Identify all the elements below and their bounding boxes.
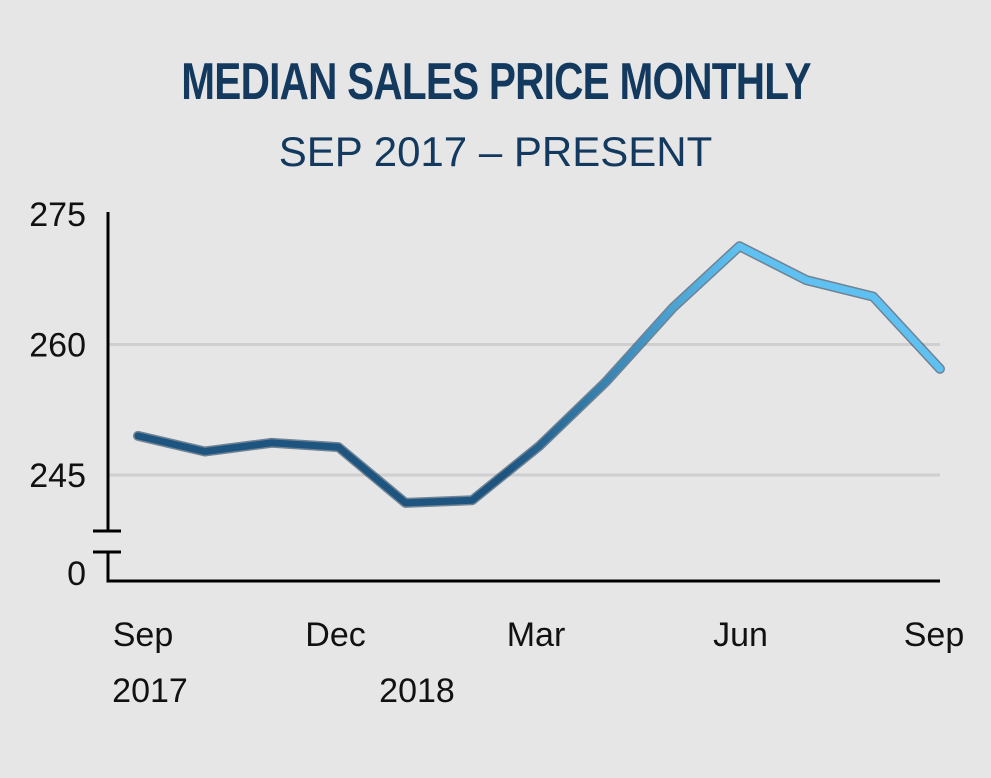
x-tick-label: Sep [904,616,965,654]
x-tick-label: Jun [713,616,768,654]
gridlines [108,343,940,477]
y-tick-label: 245 [29,457,86,495]
x-tick-label: Mar [507,616,566,654]
series-line [134,242,944,507]
axes [93,212,940,583]
chart-subtitle: SEP 2017 – PRESENT [278,128,713,175]
x-tick-year-label: 2018 [379,672,455,710]
y-tick-labels: 275 260 245 0 [29,196,86,593]
y-tick-label: 0 [67,555,86,593]
y-tick-label: 275 [29,196,86,234]
x-tick-label: Sep [113,616,174,654]
x-tick-year-label: 2017 [112,672,188,710]
y-tick-label: 260 [29,327,86,365]
chart-title: MEDIAN SALES PRICE MONTHLY [181,53,811,111]
series-median-price [133,241,945,508]
x-tick-label: Dec [305,616,365,654]
x-tick-labels: Sep 2017 Dec 2018 Mar Jun Sep [112,616,964,710]
